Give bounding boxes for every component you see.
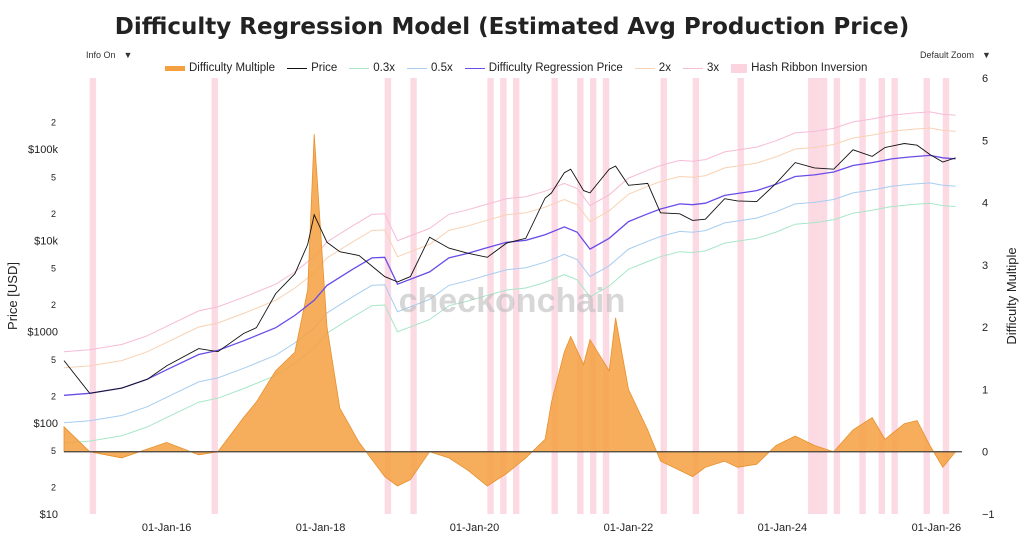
y-tick-label: 5: [51, 446, 56, 456]
y-tick-label: $100k: [28, 144, 58, 156]
y-tick-label: 2: [51, 391, 56, 401]
hash-ribbon-band: [692, 78, 700, 514]
hash-ribbon-band: [660, 78, 667, 514]
legend-label: Hash Ribbon Inversion: [751, 62, 868, 74]
legend-label: Difficulty Multiple: [189, 62, 276, 74]
hash-ribbon-band: [737, 78, 744, 514]
hash-ribbon-band: [833, 78, 841, 514]
legend-item-difficulty-multiple[interactable]: Difficulty Multiple: [165, 62, 275, 74]
y-tick-label: 5: [51, 172, 56, 182]
multiple-band-line: [63, 202, 956, 444]
zoom-dropdown[interactable]: Default Zoom ▼: [920, 50, 991, 60]
y-tick-label: 5: [51, 355, 56, 365]
hash-ribbon-band: [577, 78, 584, 514]
multiple-band-line: [63, 127, 956, 369]
x-tick-label: 01-Jan-26: [912, 522, 962, 534]
y2-tick-label: 4: [982, 198, 988, 210]
difficulty-regression-line: [63, 154, 956, 396]
chevron-down-icon: ▼: [982, 50, 991, 60]
x-tick-label: 01-Jan-20: [450, 522, 500, 534]
hash-ribbon-band: [384, 78, 392, 514]
legend-swatch: [407, 67, 428, 69]
legend-label: 0.3x: [373, 62, 396, 74]
legend-swatch: [287, 67, 308, 69]
legend-swatch: [634, 67, 655, 69]
y2-tick-label: 2: [982, 322, 988, 334]
hash-ribbon-band: [808, 78, 815, 514]
legend-swatch: [731, 63, 748, 73]
y2-axis-label: Difficulty Multiple: [1004, 247, 1019, 344]
hash-ribbon-band: [89, 78, 97, 514]
legend-swatch: [165, 65, 185, 71]
y2-tick-label: 5: [982, 135, 988, 147]
y-tick-label: $10k: [34, 235, 58, 247]
legend-item-0-3x[interactable]: 0.3x: [349, 62, 395, 74]
hash-ribbon-band: [500, 78, 507, 514]
hash-ribbon-band: [814, 78, 821, 514]
hash-ribbon-band: [891, 78, 898, 514]
y-axis-label: Price [USD]: [5, 262, 20, 330]
x-tick-label: 01-Jan-24: [758, 522, 808, 534]
y-tick-label: $10: [40, 509, 58, 521]
legend-item-2x[interactable]: 2x: [634, 62, 671, 74]
legend-swatch: [464, 67, 485, 69]
hash-ribbon-band: [859, 78, 866, 514]
legend-swatch: [682, 67, 703, 69]
chevron-down-icon: ▼: [123, 50, 133, 60]
hash-ribbon-band: [878, 78, 886, 514]
hash-ribbon-band: [820, 78, 828, 514]
legend-item-price[interactable]: Price: [287, 62, 337, 74]
price-lines: [63, 143, 956, 396]
legend-item-hash-ribbon-inversion[interactable]: Hash Ribbon Inversion: [731, 62, 867, 74]
y-tick-label: 5: [51, 264, 56, 274]
chart-legend: Difficulty Multiple Price 0.3x 0.5x Diff…: [165, 62, 867, 74]
legend-label: Difficulty Regression Price: [488, 62, 623, 74]
y-tick-label: 2: [51, 300, 56, 310]
hash-ribbon-band: [942, 78, 950, 514]
watermark: checkonchain: [399, 282, 626, 320]
hash-ribbon-band: [551, 78, 558, 514]
y-tick-label: 2: [51, 118, 56, 128]
hash-ribbon-band: [513, 78, 520, 514]
hash-ribbon-band: [589, 78, 597, 514]
legend-label: 2x: [658, 62, 671, 74]
hash-ribbon-band: [923, 78, 930, 514]
legend-label: 0.5x: [431, 62, 453, 74]
legend-swatch: [349, 67, 370, 69]
price-line: [63, 143, 956, 394]
x-tick-label: 01-Jan-16: [142, 522, 192, 534]
hash-ribbon-bands: [89, 78, 950, 514]
y-tick-label: $1000: [27, 327, 58, 339]
hash-ribbon-band: [410, 78, 417, 514]
y-tick-label: 2: [51, 209, 56, 219]
hash-ribbon-band: [487, 78, 494, 514]
zoom-dropdown-label: Default Zoom: [920, 50, 975, 60]
legend-item-difficulty-regression-price[interactable]: Difficulty Regression Price: [464, 62, 623, 74]
multiple-band-line: [63, 182, 956, 424]
x-tick-label: 01-Jan-18: [296, 522, 346, 534]
x-tick-label: 01-Jan-22: [604, 522, 654, 534]
legend-item-0-5x[interactable]: 0.5x: [407, 62, 453, 74]
legend-label: 3x: [706, 62, 720, 74]
chart-title: Difficulty Regression Model (Estimated A…: [114, 14, 910, 40]
y2-tick-label: 3: [982, 260, 988, 272]
axes: $10 2 5 $100 2 5 $1000 2 5 $10k 2 5 $100k 2 −1 0 1 2 3 4 5 6 0…: [27, 73, 994, 534]
hash-ribbon-band: [602, 78, 610, 514]
y-tick-label: $100: [34, 418, 58, 430]
y2-tick-label: 1: [982, 384, 988, 396]
y2-tick-label: −1: [982, 509, 995, 521]
info-toggle[interactable]: Info On ▼: [86, 50, 132, 60]
y-tick-label: 2: [51, 483, 56, 493]
y2-tick-label: 0: [982, 447, 988, 459]
y2-tick-label: 6: [982, 73, 988, 85]
legend-label: Price: [311, 62, 338, 74]
legend-item-3x[interactable]: 3x: [682, 62, 720, 74]
info-toggle-label: Info On: [86, 50, 116, 60]
hash-ribbon-band: [211, 78, 218, 514]
